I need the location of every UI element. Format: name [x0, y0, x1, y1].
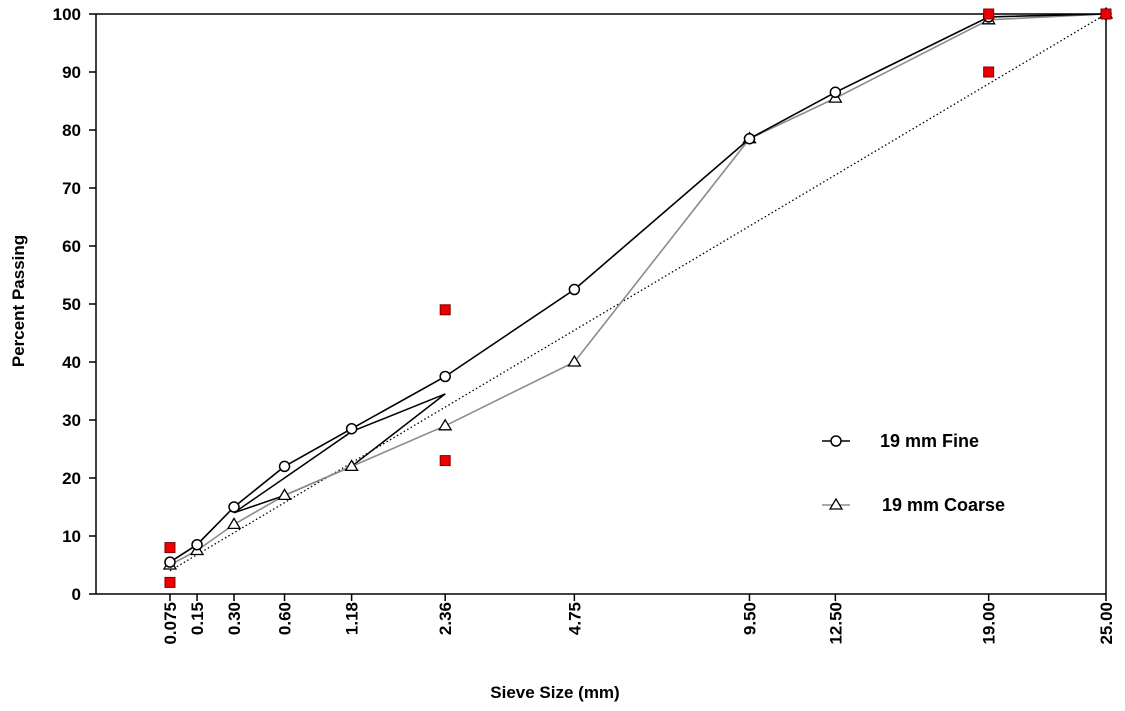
control-point — [164, 576, 176, 588]
x-tick-label: 0.30 — [225, 602, 244, 635]
control-point — [439, 455, 451, 467]
control-points-layer — [164, 8, 1112, 588]
y-tick-label: 90 — [62, 63, 81, 82]
series-line-fine — [169, 13, 1107, 563]
legend: 19 mm Fine 19 mm Coarse — [822, 431, 1005, 515]
y-tick-label: 70 — [62, 179, 81, 198]
data-point-fine — [829, 86, 842, 99]
series-line-coarse — [169, 13, 1107, 566]
data-point-fine — [191, 538, 203, 551]
legend-marker-fine — [830, 435, 842, 447]
x-tick-label: 2.36 — [436, 602, 455, 635]
x-tick-label: 0.15 — [188, 602, 207, 635]
data-point-fine — [568, 283, 581, 296]
data-point-fine — [439, 370, 451, 383]
data-point-coarse — [226, 517, 242, 530]
legend-label-fine: 19 mm Fine — [880, 431, 979, 451]
legend-marker-coarse — [828, 497, 844, 510]
maximum-density-line — [169, 13, 1107, 572]
reference-lines — [169, 13, 1107, 572]
data-point-coarse — [277, 488, 292, 501]
series-layer — [162, 6, 1114, 570]
x-axis-ticks: 0.075 0.15 0.30 0.60 1.18 2.36 4.75 9.50 12.50 19… — [161, 594, 1116, 645]
legend-entry-fine: 19 mm Fine — [822, 431, 979, 451]
x-tick-label: 0.60 — [276, 602, 295, 635]
x-tick-label: 1.18 — [343, 602, 362, 635]
control-point — [983, 66, 995, 78]
y-tick-label: 80 — [62, 121, 81, 140]
restricted-zone-outline — [233, 393, 446, 514]
y-tick-label: 20 — [62, 469, 81, 488]
data-point-fine — [228, 501, 240, 513]
control-point — [439, 304, 451, 316]
x-tick-label: 25.00 — [1097, 602, 1116, 645]
data-point-fine — [278, 460, 291, 473]
y-tick-label: 40 — [62, 353, 81, 372]
control-point — [164, 542, 176, 554]
y-tick-label: 10 — [62, 527, 81, 546]
x-tick-label: 12.50 — [826, 602, 845, 645]
y-axis-ticks: 0 10 20 30 40 50 60 70 80 90 100 — [53, 5, 96, 604]
legend-entry-coarse: 19 mm Coarse — [822, 495, 1005, 515]
data-point-coarse — [438, 418, 453, 431]
control-point — [1100, 8, 1112, 20]
y-tick-label: 50 — [62, 295, 81, 314]
x-tick-label: 9.50 — [740, 602, 759, 635]
y-tick-label: 60 — [62, 237, 81, 256]
plot-frame — [95, 13, 1107, 595]
data-point-coarse — [567, 354, 582, 367]
data-point-coarse — [344, 459, 359, 472]
y-tick-label: 0 — [72, 585, 81, 604]
data-point-fine — [345, 422, 358, 435]
y-tick-label: 100 — [53, 5, 81, 24]
y-axis-title: Percent Passing — [9, 235, 28, 367]
data-point-fine — [743, 132, 756, 145]
x-tick-label: 4.75 — [565, 602, 584, 635]
x-tick-label: 19.00 — [980, 602, 999, 645]
control-point — [983, 8, 995, 20]
y-tick-label: 30 — [62, 411, 81, 430]
data-point-fine — [164, 556, 176, 568]
x-axis-title: Sieve Size (mm) — [490, 683, 619, 702]
legend-label-coarse: 19 mm Coarse — [882, 495, 1005, 515]
x-tick-label: 0.075 — [161, 602, 180, 645]
